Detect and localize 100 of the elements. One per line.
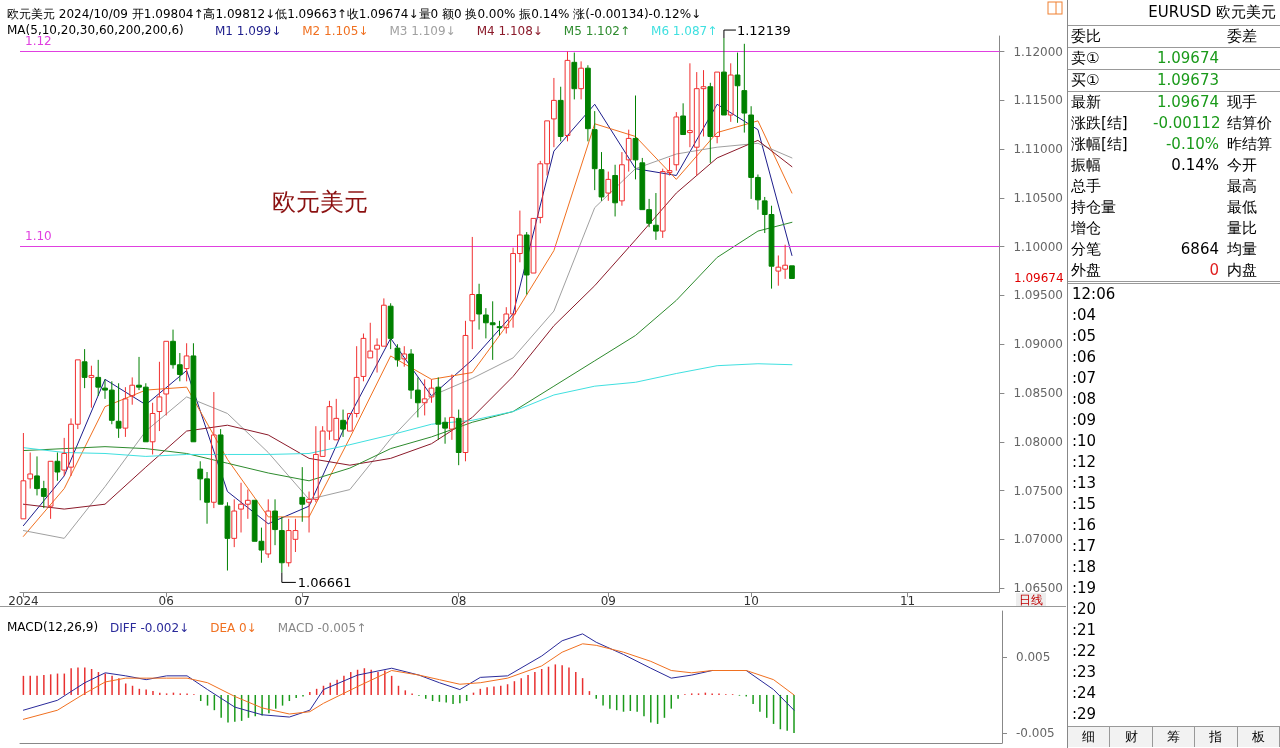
text: 1.09673 bbox=[1156, 71, 1219, 89]
candlestick bbox=[27, 452, 34, 490]
y-tick-label: 1.11000 bbox=[1013, 142, 1063, 157]
text: DIFF -0.002↓ bbox=[110, 621, 190, 635]
candlestick bbox=[734, 52, 741, 124]
line-series bbox=[22, 221, 793, 482]
category-label: 委比 bbox=[1070, 26, 1102, 47]
text: M1 1.099↓ bbox=[215, 24, 282, 38]
text: 0 bbox=[1209, 261, 1219, 279]
candlestick bbox=[20, 432, 27, 520]
candlestick bbox=[163, 340, 170, 416]
y-tick-label: 0.005 bbox=[1016, 649, 1051, 664]
candlestick bbox=[789, 265, 795, 279]
text: :09 bbox=[1071, 410, 1098, 431]
annotation: 1.06661 bbox=[297, 574, 352, 590]
text: 1.09674 bbox=[1156, 93, 1219, 111]
category-label: 分笔 bbox=[1070, 239, 1102, 260]
candlestick bbox=[156, 361, 163, 432]
candlestick bbox=[387, 302, 394, 350]
text: 6864 bbox=[1180, 240, 1219, 258]
candlestick bbox=[149, 402, 156, 455]
candlestick bbox=[612, 164, 618, 217]
text: :12 bbox=[1071, 452, 1098, 473]
candlestick bbox=[272, 498, 278, 546]
category-label: 买① bbox=[1070, 70, 1101, 91]
text: :21 bbox=[1071, 620, 1098, 641]
category-label: 板 bbox=[1237, 727, 1280, 747]
candlestick bbox=[571, 52, 578, 100]
text: M6 1.087↑ bbox=[651, 24, 718, 38]
text: :24 bbox=[1071, 683, 1098, 704]
category-label: 最新 bbox=[1070, 92, 1102, 113]
category-label: 结算价 bbox=[1227, 114, 1272, 132]
x-tick-label: 06 bbox=[158, 594, 174, 608]
candlestick bbox=[47, 460, 54, 520]
text: MACD(12,26,9) bbox=[7, 620, 99, 634]
chart-subtitle: MA(5,10,20,30,60,200,200,6) bbox=[7, 23, 184, 37]
category-label: 最高 bbox=[1227, 177, 1257, 195]
text: :07 bbox=[1071, 368, 1098, 389]
text: :20 bbox=[1071, 599, 1098, 620]
y-tick-label: 1.08500 bbox=[1013, 386, 1063, 401]
category-label: 量比 bbox=[1227, 219, 1257, 237]
candlestick bbox=[530, 217, 537, 274]
category-label: 内盘 bbox=[1227, 261, 1257, 279]
text: :10 bbox=[1071, 431, 1098, 452]
y-tick-label: 1.07000 bbox=[1013, 532, 1063, 547]
category-label: 最低 bbox=[1227, 198, 1257, 216]
category-label: 财 bbox=[1110, 727, 1153, 747]
category-label: 均量 bbox=[1227, 240, 1257, 258]
category-label: 委差 bbox=[1227, 27, 1257, 45]
text: :04 bbox=[1071, 305, 1098, 326]
y-tick-label: 1.09500 bbox=[1013, 288, 1063, 303]
text: :08 bbox=[1071, 389, 1098, 410]
candlestick bbox=[653, 192, 659, 241]
candlestick bbox=[632, 95, 639, 180]
candlestick bbox=[190, 342, 197, 443]
category-label: 现手 bbox=[1227, 93, 1257, 111]
text: :06 bbox=[1071, 347, 1098, 368]
candlestick bbox=[551, 77, 557, 148]
category-label: 总手 bbox=[1070, 176, 1102, 197]
category-label: 涨幅[结] bbox=[1070, 134, 1129, 155]
ref-line-label: 1.10 bbox=[25, 228, 52, 243]
text: 12:06 bbox=[1071, 284, 1117, 305]
text: MACD -0.005↑ bbox=[277, 621, 367, 635]
text: 日线 bbox=[1019, 593, 1043, 607]
category-label: 持仓量 bbox=[1070, 197, 1117, 218]
text: -0.00112 bbox=[1153, 114, 1221, 132]
category-label: 今开 bbox=[1227, 156, 1257, 174]
text: DEA 0↓ bbox=[210, 621, 257, 635]
candlestick bbox=[585, 64, 591, 142]
candlestick bbox=[183, 342, 190, 382]
category-label: 筹 bbox=[1152, 727, 1196, 747]
text: 1.09674 bbox=[1156, 49, 1219, 67]
text: :05 bbox=[1071, 326, 1098, 347]
text: :23 bbox=[1071, 662, 1098, 683]
text: M4 1.108↓ bbox=[476, 24, 543, 38]
text: M3 1.109↓ bbox=[389, 24, 456, 38]
candlestick bbox=[680, 102, 686, 136]
x-tick-label: 07 bbox=[294, 594, 310, 608]
candlestick bbox=[81, 348, 88, 389]
y-tick-label: 1.11500 bbox=[1013, 93, 1063, 108]
text: M5 1.102↑ bbox=[563, 24, 631, 38]
y-tick-label: 1.07500 bbox=[1013, 483, 1063, 498]
annotation: 1.12139 bbox=[736, 22, 791, 38]
text: :16 bbox=[1071, 515, 1098, 536]
text: M2 1.105↓ bbox=[302, 24, 369, 38]
category-label: 增仓 bbox=[1070, 218, 1102, 239]
text: :18 bbox=[1071, 557, 1098, 578]
annotation: 欧元美元 bbox=[272, 188, 368, 216]
text: :15 bbox=[1071, 494, 1098, 515]
candlestick bbox=[619, 151, 625, 207]
y-tick-label: 1.09000 bbox=[1013, 337, 1063, 352]
x-tick-label: 2024 bbox=[8, 594, 39, 608]
x-tick-label: 08 bbox=[451, 594, 467, 608]
category-label: 振幅 bbox=[1070, 155, 1102, 176]
text: :29 bbox=[1071, 704, 1098, 725]
category-label: 外盘 bbox=[1070, 260, 1102, 281]
y-tick-label: 1.10000 bbox=[1013, 239, 1063, 254]
y-tick-label: 1.10500 bbox=[1013, 190, 1063, 205]
candlestick bbox=[299, 466, 306, 523]
candlestick bbox=[88, 365, 95, 409]
